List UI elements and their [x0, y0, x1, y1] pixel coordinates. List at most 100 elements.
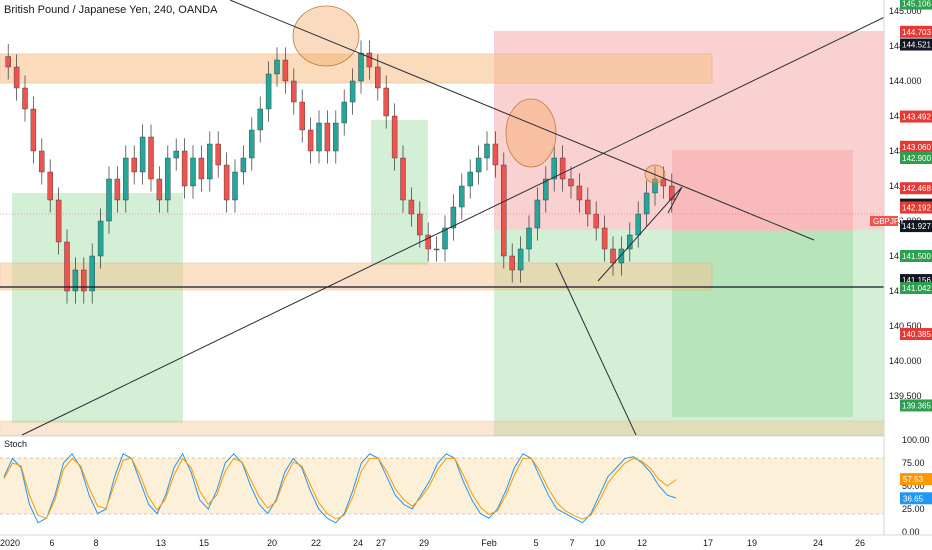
price-pane: British Pound / Japanese Yen, 240, OANDA	[0, 0, 896, 436]
x-tick-label: 29	[419, 538, 429, 548]
candle-body	[383, 87, 389, 117]
x-tick-label: 2020	[0, 538, 20, 548]
stoch-value-bg	[900, 492, 932, 505]
candle-body	[400, 157, 406, 201]
stoch-value-label: 36.65	[903, 494, 924, 503]
x-tick-label: 12	[637, 538, 647, 548]
candle-body	[366, 52, 373, 68]
candle-body	[39, 150, 45, 173]
candle-body	[433, 248, 440, 251]
downtrend-line	[229, 0, 815, 241]
x-tick-label: Feb	[481, 538, 497, 548]
price-label: 142.468	[902, 184, 931, 193]
candle-body	[484, 143, 490, 159]
candle-body	[408, 199, 415, 215]
red-zone-2	[672, 150, 853, 232]
orange-zone-top	[0, 53, 713, 84]
candle-body	[207, 143, 213, 180]
price-label: 145.106	[902, 0, 931, 9]
candle-body	[492, 143, 499, 166]
candle-body	[291, 80, 297, 103]
candle-body	[215, 143, 221, 166]
candle-body	[643, 192, 650, 215]
x-tick-label: 26	[855, 538, 865, 548]
green-zone-4	[672, 232, 853, 417]
stoch-tick-label: 100.00	[902, 435, 930, 445]
candle-body	[425, 234, 431, 250]
x-tick-label: 5	[533, 538, 538, 548]
candle-body	[316, 122, 322, 152]
candles	[5, 40, 675, 304]
candle-body	[123, 157, 129, 201]
uptrend-line	[21, 11, 896, 436]
candle-body	[148, 136, 154, 180]
x-tick-label: 6	[49, 538, 54, 548]
candle-body	[223, 164, 230, 201]
stoch-title: Stoch	[4, 439, 27, 449]
candle-body	[324, 122, 331, 152]
x-tick-label: 20	[267, 538, 277, 548]
x-ticks: 2020 6 8 13 15 20 22 24 27 29 Feb 5 7 10 12 17 19 24 26	[0, 538, 865, 548]
candle-body	[173, 150, 179, 159]
stoch-tick-label: 0.00	[902, 527, 920, 537]
candle-body	[307, 129, 314, 152]
symbol-title: British Pound / Japanese Yen, 240, OANDA	[4, 4, 218, 16]
x-tick-label: 8	[93, 538, 98, 548]
candle-body	[232, 171, 238, 201]
x-tick-label: 24	[813, 538, 823, 548]
candle-body	[274, 59, 280, 75]
candle-body	[467, 171, 473, 187]
highlight-ellipse-2	[505, 98, 557, 168]
y-tick-label: 145.000	[889, 6, 922, 16]
y-tick-label: 140.500	[889, 321, 922, 331]
price-label-bg	[900, 182, 932, 195]
symbol-tag-bg	[870, 216, 898, 226]
candle-body	[610, 248, 616, 264]
green-zone-2	[371, 120, 428, 265]
candle-body	[509, 255, 515, 271]
price-label-bg	[900, 399, 932, 412]
candle-body	[568, 178, 574, 187]
candle-body	[30, 108, 37, 152]
x-tick-label: 7	[569, 538, 574, 548]
candle-body	[47, 171, 53, 201]
x-tick-label: 24	[353, 538, 363, 548]
price-label-bg	[900, 328, 932, 341]
stoch-value-label: 57.53	[903, 475, 924, 484]
candle-body	[349, 80, 356, 103]
y-axis: 145.000144.500144.000143.500143.000142.5…	[883, 0, 932, 537]
price-label-bg	[900, 201, 932, 214]
price-label-bg	[900, 0, 932, 10]
candle-body	[81, 269, 87, 292]
price-label: 140.385	[902, 330, 931, 339]
candle-body	[97, 220, 104, 257]
price-label-bg	[900, 140, 932, 153]
price-label: 141.042	[902, 284, 931, 293]
price-label: 141.927	[902, 222, 931, 231]
price-label: 142.900	[902, 154, 931, 163]
candle-body	[475, 157, 482, 173]
candle-body	[139, 136, 146, 173]
candle-body	[190, 157, 196, 187]
price-label: 143.060	[902, 143, 931, 152]
zones	[0, 31, 885, 436]
candle-body	[114, 178, 121, 201]
candle-body	[585, 199, 591, 215]
stoch-ticks: 100.00 75.00 50.00 25.00 0.00 57.53 36.65	[900, 435, 932, 537]
candle-body	[501, 164, 507, 257]
candle-body	[559, 157, 566, 180]
stoch-tick-label: 50.00	[902, 481, 925, 491]
price-label: 144.703	[902, 28, 931, 37]
highlight-ellipse-1	[292, 5, 360, 67]
stoch-value-bg	[900, 473, 932, 486]
candle-body	[282, 59, 289, 82]
stoch-d-line	[3, 457, 677, 520]
price-label: 142.192	[902, 204, 931, 213]
price-label: 139.365	[902, 401, 931, 410]
candle-body	[551, 157, 557, 180]
price-label-bg	[900, 250, 932, 262]
candle-body	[198, 157, 205, 180]
stoch-tick-label: 25.00	[902, 504, 925, 514]
candle-body	[64, 241, 70, 292]
